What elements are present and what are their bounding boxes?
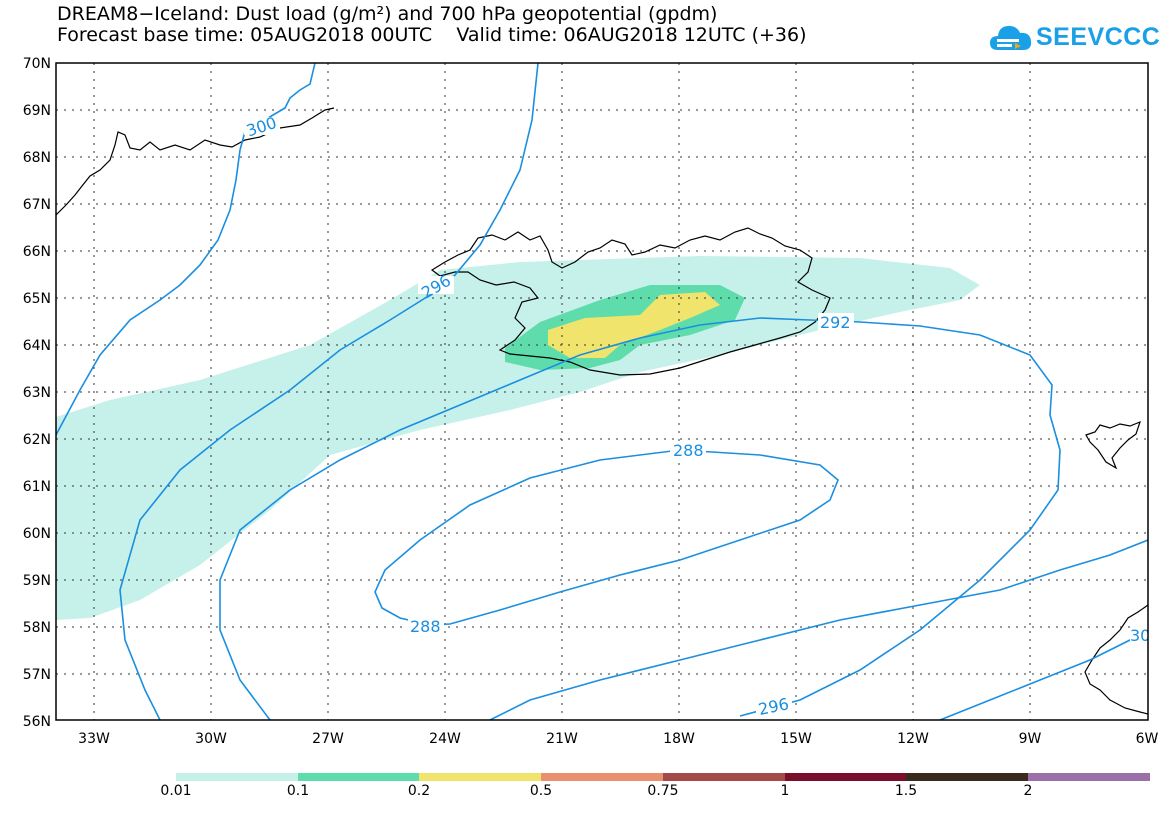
latitude-axis: 70N 69N 68N 67N 66N 65N 64N 63N 62N 61N … [23,56,51,730]
legend-swatch [906,773,1028,781]
legend-label: 1.5 [894,783,918,799]
contour-label-292: 292 [820,313,851,332]
contour-292 [219,317,1061,720]
legend-swatch [298,773,419,781]
lat-tick: 66N [23,244,51,260]
seevccc-logo: SEEVCCC [988,20,1168,60]
map-subtitle: Forecast base time: 05AUG2018 00UTC Vali… [57,24,807,46]
lat-tick: 70N [23,56,51,72]
contour-label-300-right: 30 [1130,626,1150,645]
lat-tick: 65N [23,291,51,307]
lat-tick: 67N [23,197,51,213]
contour-300-lower [56,149,241,436]
lon-tick: 6W [1136,731,1159,747]
lat-tick: 60N [23,526,51,542]
legend-swatch [1028,773,1150,781]
map-title: DREAM8−Iceland: Dust load (g/m²) and 700… [57,3,718,25]
contour-label-288-top: 288 [673,441,704,460]
legend-label: 1 [780,783,790,799]
lat-tick: 63N [23,385,51,401]
dust-area-high [548,292,720,358]
lon-tick: 24W [429,731,461,747]
lat-tick: 68N [23,150,51,166]
scotland-coast [1084,604,1148,715]
legend-label: 0.1 [286,783,310,799]
contour-296 [119,63,539,720]
contour-labels: 300 296 292 288 288 296 30 [244,113,1150,719]
contour-296-lower [489,539,1148,720]
lon-tick: 27W [312,731,344,747]
logo-text: SEEVCCC [1036,23,1161,51]
lon-tick: 33W [78,731,110,747]
legend-label: 0.2 [407,783,431,799]
legend-swatch [176,773,298,781]
contour-288 [374,449,839,626]
contour-300-right [939,627,1148,720]
greenland-coast [56,107,335,216]
legend-label: 0.01 [160,783,192,799]
lon-tick: 30W [195,731,227,747]
geopotential-contours [56,63,1148,720]
legend-colorbar [176,773,1150,781]
cloud-icon [990,26,1032,50]
legend-swatch [419,773,541,781]
lon-tick: 15W [780,731,812,747]
lon-tick: 18W [663,731,695,747]
lat-tick: 61N [23,479,51,495]
legend-label: 2 [1023,783,1033,799]
lat-tick: 56N [23,714,51,730]
longitude-axis: 33W 30W 27W 24W 21W 18W 15W 12W 9W 6W [78,731,1158,747]
lat-tick: 57N [23,667,51,683]
legend-label: 0.75 [647,783,679,799]
legend-swatch [541,773,663,781]
lat-tick: 59N [23,573,51,589]
legend-label: 0.5 [529,783,553,799]
iceland-coast [430,227,831,376]
lat-tick: 64N [23,338,51,354]
lat-tick: 58N [23,620,51,636]
lon-tick: 21W [546,731,578,747]
legend-swatch [663,773,785,781]
lon-tick: 9W [1019,731,1042,747]
contour-label-288-bottom: 288 [410,617,441,636]
lat-tick: 62N [23,432,51,448]
legend-swatch [785,773,906,781]
lat-tick: 69N [23,103,51,119]
map-frame [55,62,1149,721]
faroe-islands-coast [1085,420,1141,470]
lon-tick: 12W [897,731,929,747]
